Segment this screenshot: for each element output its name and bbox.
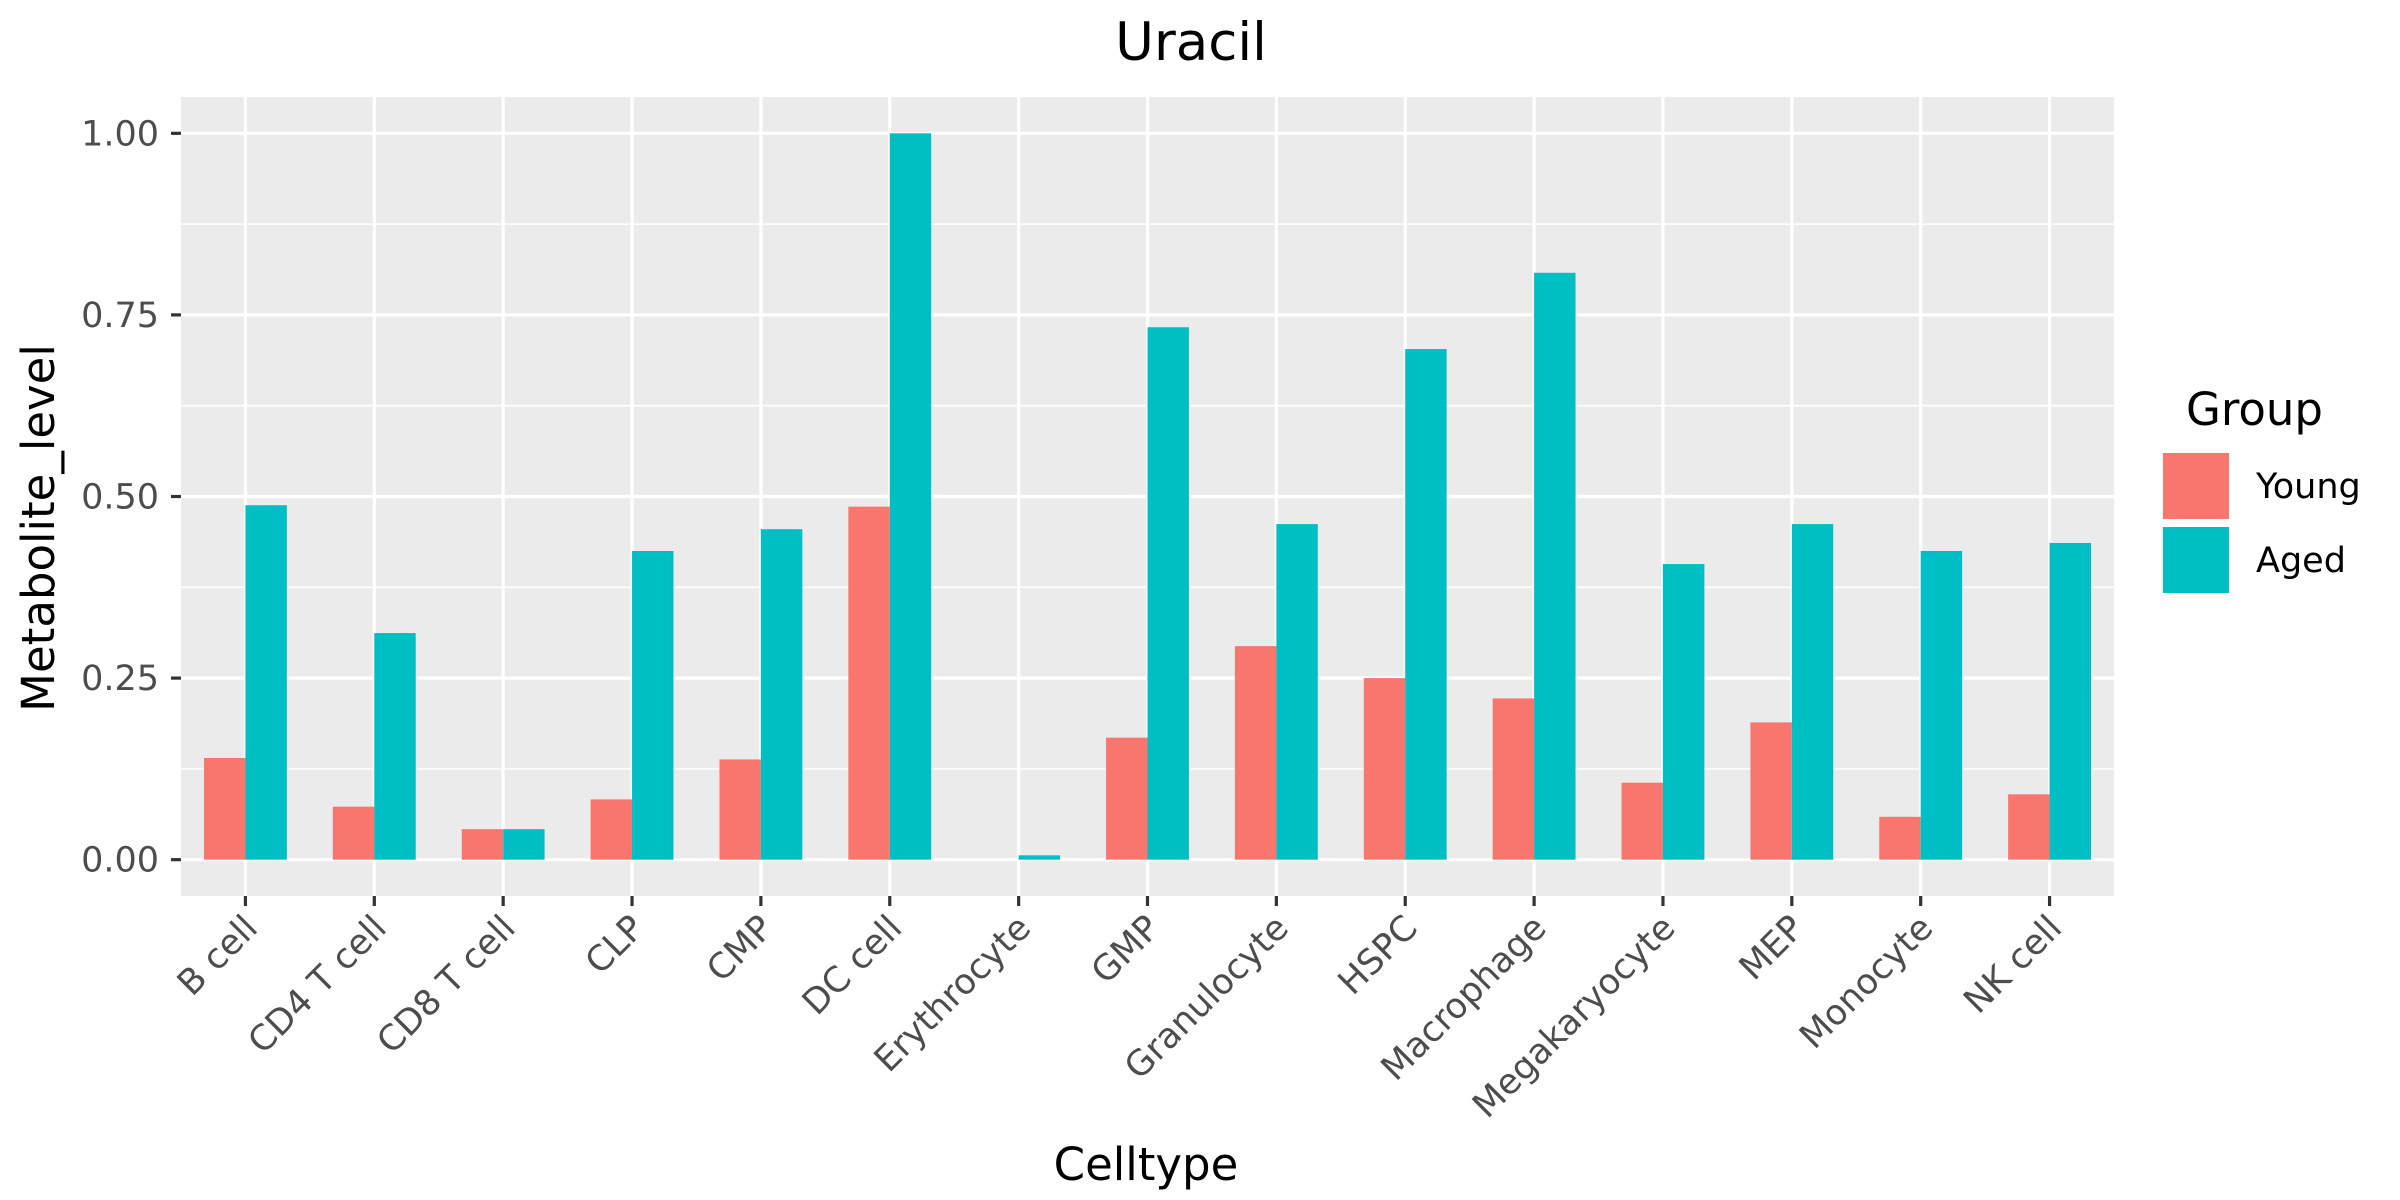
bar — [503, 829, 545, 860]
bar — [1363, 678, 1406, 860]
bar — [590, 799, 633, 860]
x-tick-label: MEP — [1732, 908, 1812, 988]
bar — [889, 133, 932, 860]
bar — [245, 505, 287, 860]
x-axis-title: Celltype — [1054, 1138, 1239, 1191]
y-tick-label: 0.00 — [81, 841, 159, 881]
x-tick-label: GMP — [1084, 908, 1168, 992]
x-tick-label: Monocyte — [1792, 908, 1941, 1057]
bar — [1920, 550, 1963, 860]
x-tick-label: NK cell — [1956, 908, 2069, 1021]
bar — [332, 806, 375, 860]
y-tick-label: 0.50 — [81, 478, 159, 518]
bar — [1750, 722, 1792, 860]
x-tick-label: CD8 T cell — [370, 908, 524, 1062]
bar — [374, 633, 416, 860]
legend-swatch — [2163, 527, 2229, 593]
bar — [1492, 698, 1535, 860]
legend-label: Young — [2255, 467, 2361, 507]
y-axis: 0.00 0.25 0.50 0.75 1.00 — [81, 114, 181, 881]
legend-title: Group — [2186, 383, 2323, 436]
bar — [1234, 646, 1277, 860]
legend-swatch — [2163, 453, 2229, 519]
legend-label: Aged — [2256, 541, 2346, 581]
bar — [2008, 794, 2050, 860]
bar — [632, 550, 674, 860]
bar — [204, 757, 246, 860]
x-tick-label: CD4 T cell — [241, 908, 395, 1062]
legend: Group Young Aged — [2163, 383, 2361, 593]
x-tick-label: B cell — [170, 908, 266, 1004]
chart-title: Uracil — [1115, 12, 1267, 73]
y-tick-label: 0.25 — [81, 659, 159, 699]
x-tick-label: CLP — [578, 908, 652, 982]
bar — [760, 529, 803, 860]
bar — [848, 506, 890, 860]
bar — [1791, 524, 1834, 860]
bar — [1147, 327, 1189, 860]
bar — [461, 829, 504, 860]
y-tick-label: 1.00 — [81, 114, 159, 154]
y-axis-title: Metabolite_level — [12, 344, 65, 712]
bar — [1405, 349, 1447, 860]
x-tick-label: CMP — [699, 908, 781, 990]
bar — [1662, 564, 1705, 860]
bar — [1621, 782, 1663, 860]
x-tick-label: HSPC — [1331, 908, 1426, 1003]
bars — [204, 133, 2091, 860]
bar — [1879, 816, 1921, 860]
bar — [1018, 855, 1061, 860]
y-tick-label: 0.75 — [81, 296, 159, 336]
bar — [2049, 542, 2091, 860]
x-tick-label: DC cell — [795, 908, 910, 1023]
bar — [1534, 272, 1576, 860]
bar — [1106, 737, 1148, 860]
bar — [1276, 524, 1318, 860]
bar — [719, 759, 761, 860]
